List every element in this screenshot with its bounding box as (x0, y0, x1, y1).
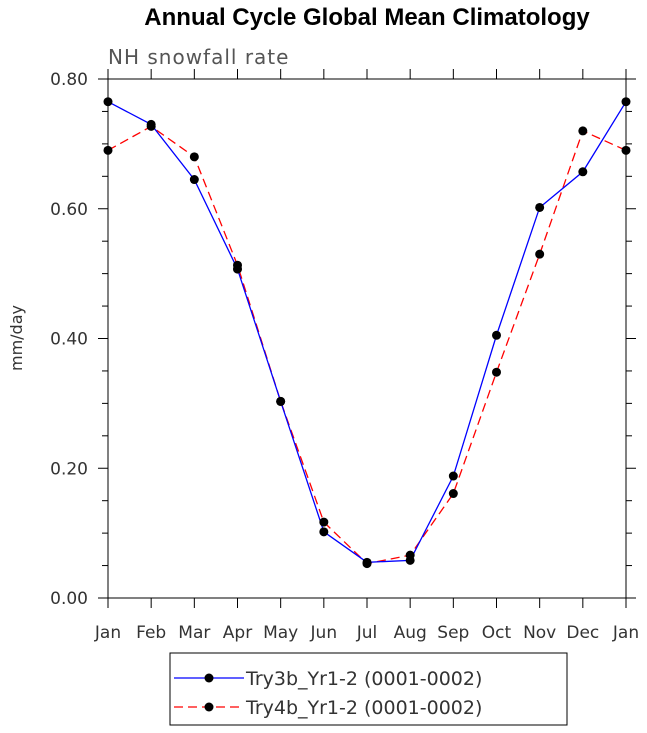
x-tick-label: Dec (566, 623, 599, 643)
data-point (362, 557, 372, 567)
data-point (535, 249, 545, 259)
data-point (492, 367, 501, 377)
data-point (578, 126, 588, 136)
y-axis-title: mm/day (7, 305, 26, 371)
series-line (107, 125, 627, 565)
x-tick-label: Oct (482, 623, 512, 643)
axis-ticks (98, 69, 636, 608)
series-lines (103, 97, 631, 569)
legend-marker (204, 673, 214, 683)
data-point (146, 119, 156, 129)
y-tick-label: 0.80 (50, 70, 88, 90)
data-point (319, 517, 329, 527)
x-tick-label: Aug (394, 623, 427, 643)
x-tick-label: Jun (310, 623, 338, 643)
data-point (535, 202, 545, 212)
x-tick-label: Mar (178, 623, 210, 643)
y-tick-labels: 0.00 0.20 0.40 0.60 0.80 (50, 70, 88, 609)
data-point (103, 145, 113, 155)
plot-frame (107, 78, 627, 599)
x-tick-label: Sep (437, 623, 469, 643)
series-line (107, 101, 627, 563)
chart-subtitle: NH snowfall rate (108, 45, 289, 69)
x-tick-label: Jul (356, 623, 378, 643)
data-point (492, 330, 501, 340)
data-point (621, 97, 631, 107)
legend-box (169, 652, 568, 726)
legend-marker (204, 702, 214, 712)
x-tick-label: Nov (523, 623, 556, 643)
y-tick-label: 0.00 (50, 589, 88, 609)
data-point (233, 264, 242, 274)
data-point (448, 471, 458, 481)
y-tick-label: 0.40 (50, 330, 88, 350)
data-point (621, 145, 631, 155)
legend-label: Try4b_Yr1-2 (0001-0002) (245, 697, 482, 719)
chart-title: Annual Cycle Global Mean Climatology (144, 4, 590, 31)
data-point (276, 396, 286, 406)
x-tick-label: Apr (223, 623, 252, 643)
data-point (405, 555, 415, 565)
data-point (189, 175, 199, 185)
data-point (103, 97, 113, 107)
data-point (578, 167, 588, 177)
x-tick-label: Feb (136, 623, 166, 643)
x-tick-label: Jan (94, 623, 121, 643)
y-tick-label: 0.60 (50, 200, 88, 220)
x-tick-label: May (263, 623, 298, 643)
data-point (319, 527, 329, 537)
x-tick-label: Jan (612, 623, 639, 643)
data-point (448, 489, 458, 499)
legend: Try3b_Yr1-2 (0001-0002) Try4b_Yr1-2 (0001… (169, 652, 568, 726)
y-tick-label: 0.20 (50, 459, 88, 479)
data-point (189, 152, 199, 162)
legend-label: Try3b_Yr1-2 (0001-0002) (245, 668, 482, 690)
x-tick-labels: Jan Feb Mar Apr May Jun Jul Aug Sep Oct Nov Dec Jan (94, 623, 639, 643)
